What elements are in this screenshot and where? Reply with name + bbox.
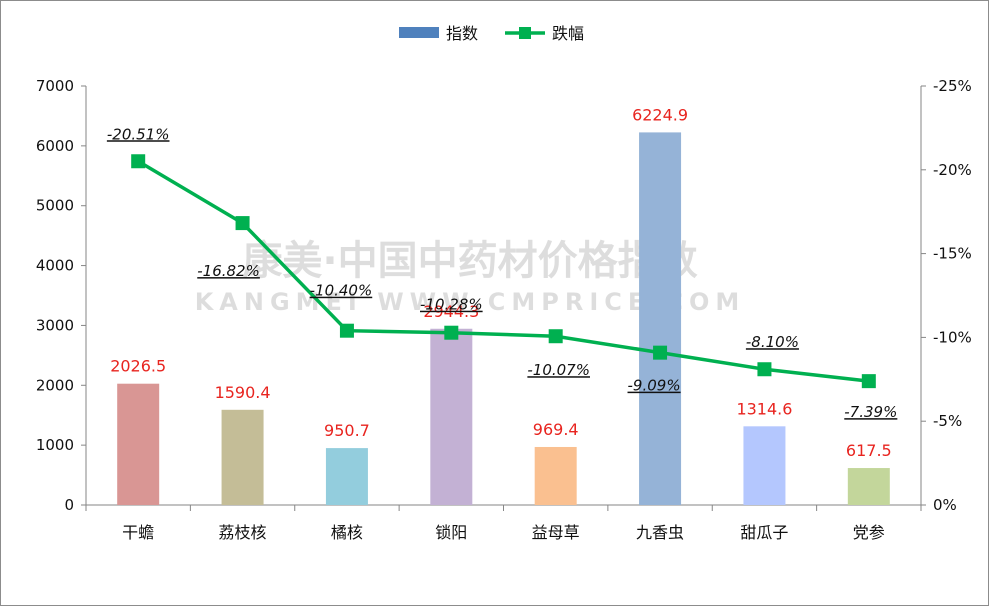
bar xyxy=(221,409,264,505)
bar-value-label: 2026.5 xyxy=(110,357,166,376)
legend-swatch-bar xyxy=(399,27,439,38)
x-tick-label: 九香虫 xyxy=(636,523,684,542)
watermark-text-cn: 康美·中国中药材价格指数 xyxy=(242,238,697,284)
right-tick-label: 0% xyxy=(933,496,957,514)
x-tick-label: 干蟾 xyxy=(122,523,154,542)
bar-value-label: 950.7 xyxy=(324,421,370,440)
line-point-marker xyxy=(653,345,668,360)
bar xyxy=(743,426,786,505)
bar-value-label: 969.4 xyxy=(533,420,579,439)
right-tick-label: -5% xyxy=(933,412,962,430)
line-path xyxy=(137,159,870,383)
bar xyxy=(117,383,160,505)
data-labels: 2026.5 1590.4 950.7 2944.3 969.4 6224.9 1314.6… xyxy=(107,105,897,460)
legend: 指数 跌幅 xyxy=(399,24,584,43)
line-value-label: -9.09% xyxy=(628,377,681,395)
line-point-marker xyxy=(444,325,459,340)
x-tick-label: 党参 xyxy=(853,523,885,542)
line-series xyxy=(131,154,876,389)
bar-value-label: 6224.9 xyxy=(632,105,688,124)
bar xyxy=(847,468,890,505)
bar-value-label: 617.5 xyxy=(846,441,892,460)
line-value-label: -10.07% xyxy=(527,361,590,379)
line-value-label: -16.82% xyxy=(197,262,260,280)
left-tick-label: 2000 xyxy=(36,376,74,394)
line-point-marker xyxy=(131,154,146,169)
left-tick-label: 5000 xyxy=(36,197,74,215)
right-tick-label: -10% xyxy=(933,328,972,346)
left-tick-label: 3000 xyxy=(36,316,74,334)
line-point-marker xyxy=(757,362,772,377)
x-tick-label: 荔枝核 xyxy=(219,523,267,542)
x-tick-label: 甜瓜子 xyxy=(740,523,788,542)
bar xyxy=(430,328,473,505)
bar xyxy=(325,448,368,505)
left-tick-label: 4000 xyxy=(36,257,74,275)
left-tick-label: 7000 xyxy=(36,77,74,95)
legend-label-line: 跌幅 xyxy=(552,24,584,43)
line-value-label: -7.39% xyxy=(844,403,897,421)
line-value-label: -20.51% xyxy=(107,125,170,143)
bar-value-label: 1590.4 xyxy=(215,383,271,402)
left-tick-label: 6000 xyxy=(36,137,74,155)
bar-value-label: 1314.6 xyxy=(736,399,792,418)
line-point-marker xyxy=(548,329,563,344)
line-point-marker xyxy=(339,323,354,338)
bar xyxy=(639,132,682,506)
x-tick-label: 锁阳 xyxy=(435,523,467,542)
line-value-label: -10.40% xyxy=(310,282,373,300)
legend-swatch-marker xyxy=(519,27,531,39)
left-tick-label: 0 xyxy=(64,496,74,514)
bar xyxy=(534,446,577,505)
line-point-marker xyxy=(235,216,250,231)
right-tick-label: -15% xyxy=(933,245,972,263)
bars xyxy=(117,132,890,506)
right-tick-label: -20% xyxy=(933,161,972,179)
line-point-marker xyxy=(861,374,876,389)
line-value-label: -8.10% xyxy=(746,333,799,351)
line-value-label: -10.28% xyxy=(420,296,483,314)
x-tick-label: 橘核 xyxy=(331,523,363,542)
right-tick-label: -25% xyxy=(933,77,972,95)
x-tick-label: 益母草 xyxy=(532,523,580,542)
left-tick-label: 1000 xyxy=(36,436,74,454)
legend-label-bar: 指数 xyxy=(446,24,478,43)
bar-value-label: 2944.3 xyxy=(423,302,479,321)
